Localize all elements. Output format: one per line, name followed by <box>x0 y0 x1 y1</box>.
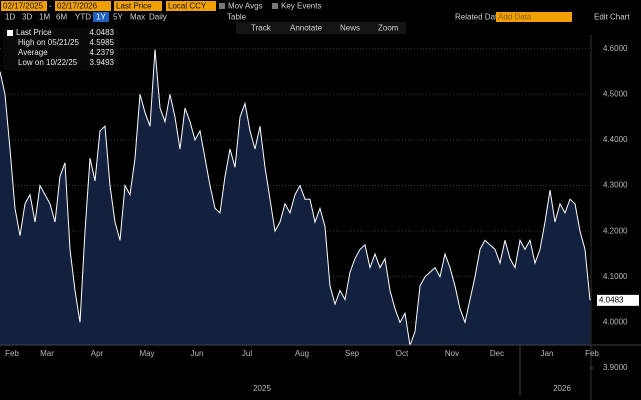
related-data[interactable]: Related Dat <box>455 13 498 22</box>
add-data-input[interactable] <box>496 12 572 22</box>
selected-period <box>93 12 109 22</box>
currency-select[interactable] <box>166 1 216 11</box>
key-events-icon <box>272 3 278 9</box>
currency[interactable]: Local CCY <box>168 2 207 11</box>
y-tick-label: 3.9000 <box>603 363 628 372</box>
tools-bar <box>236 22 406 34</box>
y-tick-label: 4.4000 <box>603 135 628 144</box>
period-button[interactable]: 5Y <box>113 13 123 22</box>
edit-chart[interactable]: Edit Chart <box>594 13 630 22</box>
last-price-tag <box>597 294 639 306</box>
x-tick-label: May <box>139 349 154 358</box>
field-select[interactable] <box>114 1 162 11</box>
x-tick-label: Mar <box>40 349 54 358</box>
zoom[interactable]: Zoom <box>378 24 399 33</box>
period-button[interactable]: 1M <box>39 13 50 22</box>
legend-label: Average <box>18 48 48 57</box>
date-from-input[interactable] <box>1 1 47 11</box>
legend-label: Low on 10/22/25 <box>18 58 78 67</box>
legend-swatch <box>7 30 13 36</box>
date-separator: - <box>49 2 52 11</box>
period-button[interactable]: 1D <box>5 13 15 22</box>
last-price-tag-text: 4.0483 <box>599 295 624 304</box>
legend: Last Price 4.0483 High on 05/21/25 4.5985 Av… <box>3 28 118 70</box>
y-tick-label: 4.0000 <box>603 317 628 326</box>
period-button[interactable]: 1Y <box>96 13 106 22</box>
year-label: 2025 <box>253 384 271 393</box>
period-button[interactable]: YTD <box>75 13 91 22</box>
price-line <box>0 49 591 346</box>
y-tick-label: 4.2000 <box>603 226 628 235</box>
x-tick-label: Jun <box>191 349 204 358</box>
x-tick-label: Jan <box>541 349 554 358</box>
key-events[interactable]: Key Events <box>281 2 321 11</box>
legend-value: 4.5985 <box>90 38 115 47</box>
period-buttons: 1D 3D 1M 6M YTD 1Y 5Y Max <box>5 13 145 22</box>
date-to-input[interactable] <box>55 1 111 11</box>
x-tick-label: Apr <box>91 349 104 358</box>
table[interactable]: Table <box>227 13 247 22</box>
x-tick-label: Aug <box>295 349 309 358</box>
y-tick-label: 4.6000 <box>603 44 628 53</box>
legend-label: High on 05/21/25 <box>18 38 79 47</box>
x-tick-label: Nov <box>445 349 459 358</box>
track[interactable]: Track <box>251 24 272 33</box>
legend-value: 3.9493 <box>90 58 115 67</box>
legend-value: 4.2379 <box>90 48 115 57</box>
mov-avgs[interactable]: Mov Avgs <box>228 2 263 11</box>
legend-box <box>3 28 118 70</box>
area-fill <box>0 49 590 346</box>
mov-avgs-icon <box>219 3 225 9</box>
y-tick-label: 4.1000 <box>603 272 628 281</box>
period-button[interactable]: Max <box>130 13 145 22</box>
frequency[interactable]: Daily <box>149 13 167 22</box>
year-label: 2026 <box>553 384 571 393</box>
x-tick-label: Dec <box>490 349 504 358</box>
period-button[interactable]: 6M <box>56 13 67 22</box>
date-from[interactable]: 02/17/2025 <box>3 2 44 11</box>
legend-label: Last Price <box>16 28 52 37</box>
x-tick-label: Oct <box>396 349 409 358</box>
news[interactable]: News <box>340 24 360 33</box>
legend-value: 4.0483 <box>90 28 115 37</box>
field[interactable]: Last Price <box>116 2 152 11</box>
x-tick-label: Jul <box>242 349 252 358</box>
annotate[interactable]: Annotate <box>290 24 323 33</box>
date-to[interactable]: 02/17/2026 <box>57 2 98 11</box>
plot: 3.9000 4.0000 4.1000 4.2000 4.3000 4.4000 4.50… <box>0 35 641 400</box>
x-tick-label: Feb <box>5 349 19 358</box>
add-data[interactable]: Add Data <box>498 13 532 22</box>
x-tick-label: Sep <box>345 349 360 358</box>
period-button[interactable]: 3D <box>22 13 32 22</box>
y-tick-label: 4.3000 <box>603 181 628 190</box>
y-tick-label: 4.5000 <box>603 89 628 98</box>
x-tick-label: Feb <box>585 349 599 358</box>
